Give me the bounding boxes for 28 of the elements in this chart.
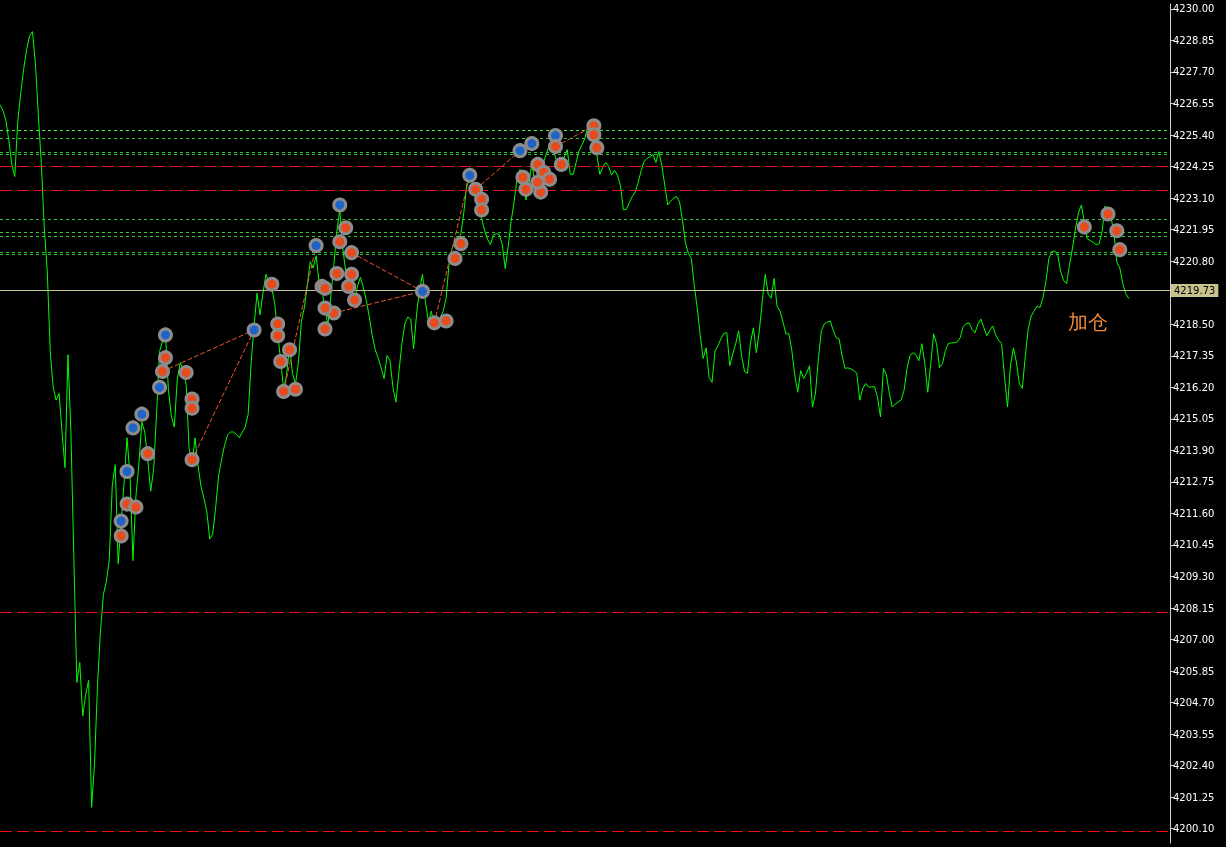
y-tick-label: 4223.10 bbox=[1173, 192, 1215, 204]
y-tick-label: 4216.20 bbox=[1173, 381, 1215, 393]
y-tick-label: 4207.00 bbox=[1173, 634, 1215, 646]
y-tick-label: 4226.55 bbox=[1173, 98, 1215, 110]
y-tick-label: 4225.40 bbox=[1173, 129, 1215, 141]
y-tick-label: 4204.70 bbox=[1173, 697, 1215, 709]
y-tick-label: 4201.25 bbox=[1173, 791, 1215, 803]
y-tick-label: 4228.85 bbox=[1173, 34, 1215, 46]
y-tick-label: 4215.05 bbox=[1173, 413, 1215, 425]
y-tick-label: 4200.10 bbox=[1173, 823, 1215, 835]
y-tick-label: 4230.00 bbox=[1173, 3, 1215, 15]
y-tick-label: 4212.75 bbox=[1173, 476, 1215, 488]
y-tick-label: 4220.80 bbox=[1173, 255, 1215, 267]
y-tick-label: 4221.95 bbox=[1173, 224, 1215, 236]
y-tick-label: 4202.40 bbox=[1173, 760, 1215, 772]
y-tick-label: 4210.45 bbox=[1173, 539, 1215, 551]
y-tick-label: 4208.15 bbox=[1173, 602, 1215, 614]
y-tick-label: 4227.70 bbox=[1173, 66, 1215, 78]
annotation: 加仓 bbox=[1068, 309, 1109, 334]
y-tick-label: 4211.60 bbox=[1173, 507, 1215, 519]
y-tick-label: 4209.30 bbox=[1173, 570, 1215, 582]
y-tick-label: 4218.50 bbox=[1173, 318, 1215, 330]
y-tick-label: 4205.85 bbox=[1173, 665, 1215, 677]
y-tick-label: 4213.90 bbox=[1173, 444, 1215, 456]
ref-line-label: 4219.73 bbox=[1174, 285, 1216, 297]
y-tick-label: 4203.55 bbox=[1173, 728, 1215, 740]
y-tick-label: 4217.35 bbox=[1173, 350, 1215, 362]
y-tick-label: 4224.25 bbox=[1173, 161, 1215, 173]
